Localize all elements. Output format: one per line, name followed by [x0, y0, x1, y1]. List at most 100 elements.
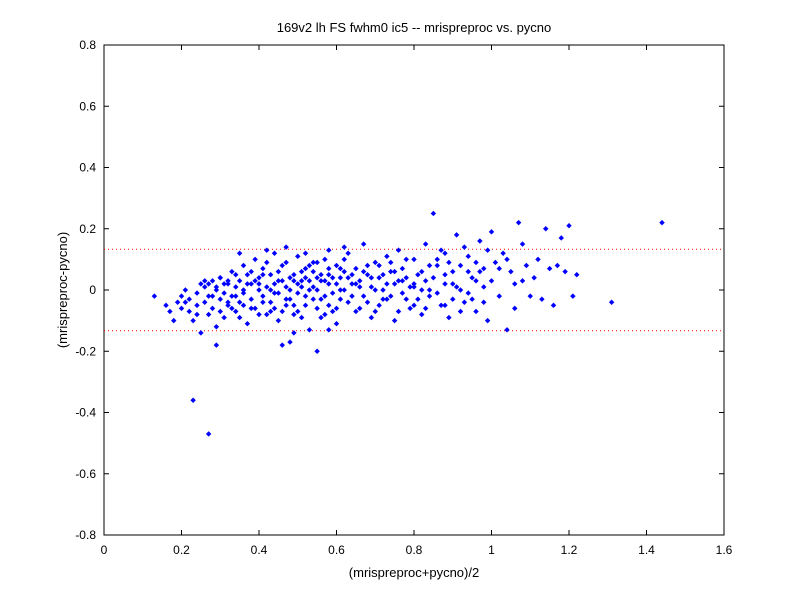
data-point [391, 317, 398, 324]
data-point [295, 290, 301, 296]
data-point [326, 271, 332, 278]
data-point [473, 259, 479, 266]
x-axis-label: (mrispreproc+pycno)/2 [349, 565, 479, 580]
data-point [190, 317, 196, 324]
data-point [357, 284, 363, 290]
data-point [295, 308, 301, 315]
data-point [376, 262, 382, 269]
data-point [256, 281, 262, 287]
data-point [337, 265, 344, 272]
data-point [372, 259, 378, 266]
data-point [465, 290, 471, 296]
data-point [345, 299, 351, 305]
data-point [186, 308, 192, 315]
data-point [322, 311, 328, 318]
data-point [450, 268, 456, 275]
data-point [322, 293, 328, 299]
data-point [353, 308, 359, 315]
x-tick-label: 0.8 [406, 543, 423, 557]
data-point [500, 250, 506, 256]
data-point [260, 265, 266, 272]
data-point [422, 241, 429, 247]
data-point [570, 293, 576, 299]
data-point [209, 293, 216, 299]
data-point [496, 265, 502, 272]
data-point [384, 296, 390, 302]
data-point [391, 281, 398, 287]
data-point [546, 265, 553, 272]
data-point [194, 311, 200, 318]
data-point [329, 275, 336, 281]
y-axis: -0.8 -0.6 -0.4 -0.2 0 0.2 0.4 0.6 0.8 [75, 38, 724, 542]
data-point [217, 308, 223, 315]
data-point [248, 296, 254, 302]
data-point [562, 268, 568, 275]
data-point [481, 299, 487, 305]
data-point [484, 317, 491, 324]
data-point [333, 281, 340, 287]
data-point [450, 296, 456, 302]
data-point [260, 293, 266, 299]
data-point [341, 268, 347, 275]
data-point [333, 262, 340, 269]
data-point [574, 271, 580, 278]
data-point [318, 278, 324, 284]
data-point [217, 296, 223, 302]
data-point [182, 287, 189, 293]
data-point [364, 262, 371, 269]
data-point [167, 308, 173, 315]
data-point [422, 305, 429, 312]
data-point [535, 256, 541, 263]
data-point [333, 305, 340, 312]
data-point [298, 314, 305, 321]
data-point [264, 311, 270, 318]
data-point [271, 281, 278, 287]
data-point [151, 293, 158, 299]
data-point [194, 290, 200, 296]
data-point [430, 210, 437, 217]
y-axis-label: (mrispreproc-pycno) [55, 232, 70, 348]
data-point [240, 290, 247, 296]
data-point [283, 284, 289, 290]
chart-title: 169v2 lh FS fwhm0 ic5 -- mrispreproc vs.… [277, 20, 552, 35]
data-point [287, 296, 293, 302]
data-point [202, 284, 208, 290]
data-point [198, 330, 204, 336]
data-point [252, 305, 258, 312]
data-point [453, 284, 460, 290]
data-point [442, 271, 448, 278]
data-point [267, 287, 274, 293]
data-point [279, 278, 285, 284]
data-point [291, 278, 297, 284]
data-point [202, 278, 208, 284]
data-point [302, 293, 309, 299]
data-point [473, 308, 479, 315]
data-point [225, 299, 231, 305]
data-points [151, 210, 665, 437]
data-point [298, 284, 305, 290]
data-point [314, 259, 320, 266]
data-point [310, 284, 316, 290]
data-point [465, 253, 471, 260]
data-point [283, 302, 289, 309]
data-point [202, 299, 208, 305]
data-point [329, 308, 336, 315]
data-point [287, 339, 293, 345]
data-point [357, 278, 363, 284]
y-tick-label: 0.4 [79, 161, 96, 175]
data-point [457, 308, 464, 315]
data-point [256, 287, 262, 293]
data-point [244, 281, 251, 287]
data-point [469, 296, 475, 302]
data-point [275, 278, 282, 284]
data-point [322, 278, 328, 284]
data-point [349, 281, 355, 287]
data-point [357, 305, 363, 312]
data-point [318, 314, 324, 321]
data-point [329, 290, 336, 296]
data-point [244, 320, 251, 327]
data-point [205, 431, 212, 437]
data-point [515, 219, 522, 226]
data-point [310, 259, 316, 266]
data-point [411, 302, 417, 309]
